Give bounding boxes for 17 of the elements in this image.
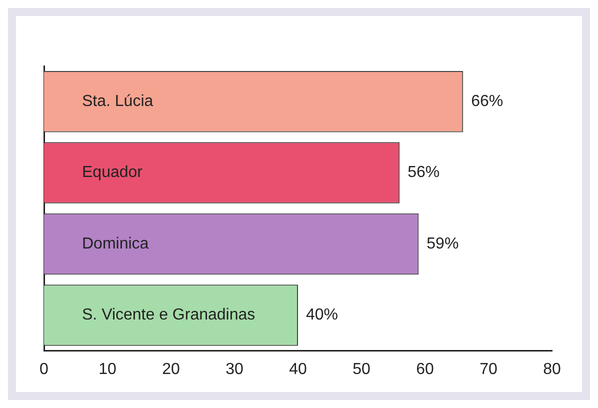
- x-tick-label: 30: [226, 360, 244, 378]
- x-tick-label: 20: [162, 360, 180, 378]
- data-label: 40%: [306, 306, 338, 324]
- data-label: 59%: [426, 235, 459, 252]
- y-tick-label: S. Vicente e Granadinas: [82, 306, 256, 324]
- data-label: 56%: [408, 164, 440, 182]
- y-tick-label: Dominica: [82, 235, 149, 252]
- x-tick-label: 50: [352, 360, 370, 378]
- x-tick-label: 0: [40, 360, 49, 378]
- x-tick-label: 70: [480, 360, 498, 378]
- y-tick-label: Equador: [82, 164, 144, 182]
- y-tick-label: Sta. Lúcia: [82, 93, 154, 110]
- x-tick-label: 60: [416, 360, 434, 378]
- x-tick-label: 80: [543, 360, 561, 378]
- x-tick-label: 10: [98, 360, 116, 378]
- data-label: 66%: [471, 93, 504, 110]
- x-tick-label: 40: [289, 360, 307, 378]
